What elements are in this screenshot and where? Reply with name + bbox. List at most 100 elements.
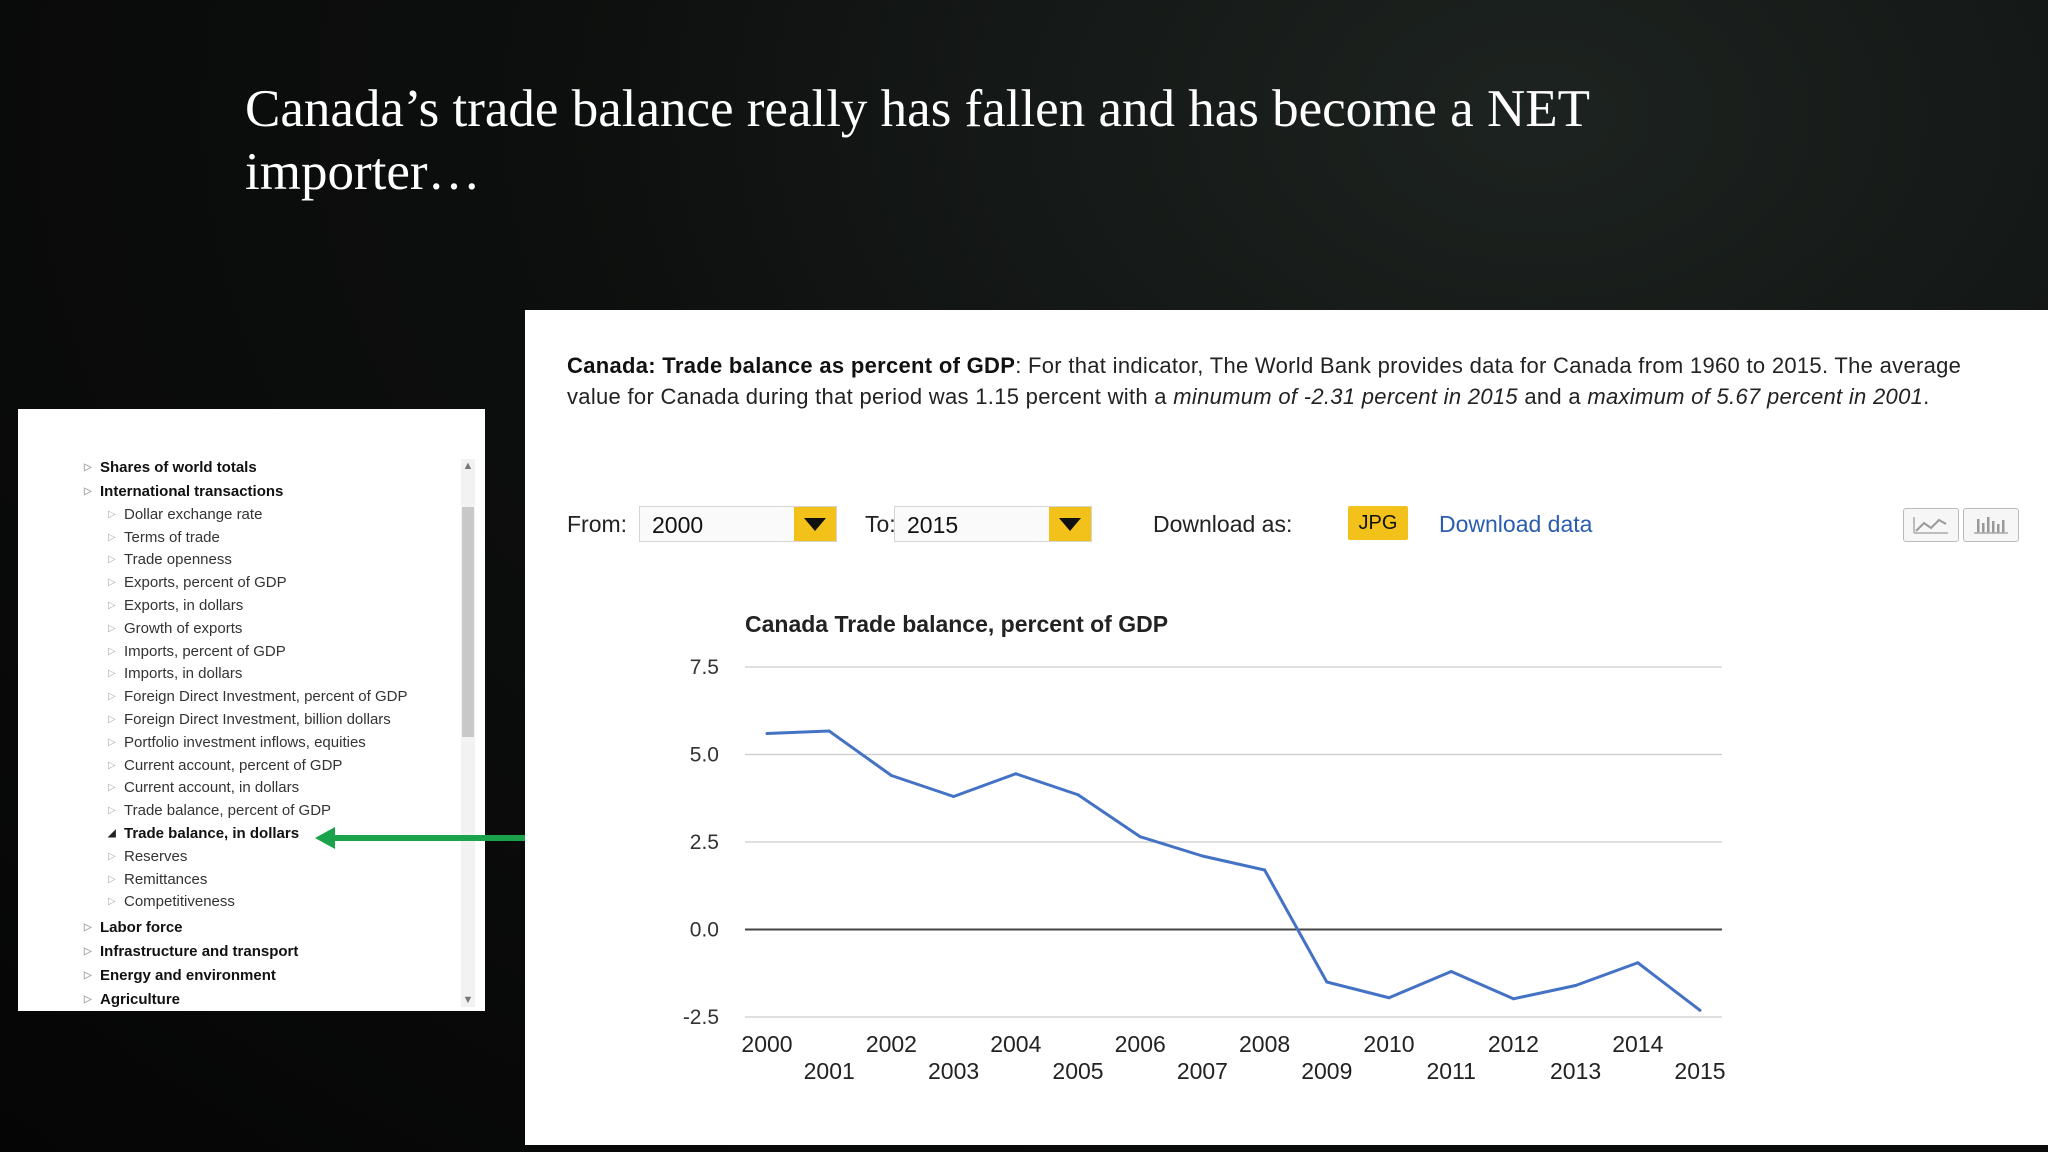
to-year-select[interactable]: 2015 (894, 506, 1092, 542)
collapsed-triangle-icon[interactable]: ▷ (108, 896, 116, 908)
tree-item-label: Growth of exports (124, 619, 243, 637)
tree-item-label: Portfolio investment inflows, equities (124, 733, 366, 751)
data-point (827, 729, 831, 733)
tree-group-item[interactable]: ▷ International transactions (84, 483, 283, 500)
tree-leaf-item[interactable]: ▷ Exports, percent of GDP (108, 574, 287, 591)
tree-item-label: Agriculture (100, 991, 181, 1009)
chevron-down-icon[interactable] (1049, 507, 1091, 541)
tree-leaf-item[interactable]: ▷ Portfolio investment inflows, equities (108, 734, 366, 751)
data-point (1574, 984, 1578, 987)
tree-leaf-item[interactable]: ▷ Terms of trade (108, 529, 220, 546)
collapsed-triangle-icon[interactable]: ▷ (84, 462, 92, 473)
y-tick-label: -2.5 (683, 1006, 719, 1029)
data-point (1325, 980, 1329, 984)
data-point (889, 774, 893, 777)
collapsed-triangle-icon[interactable]: ▷ (84, 946, 92, 958)
tree-item-label: Exports, in dollars (124, 597, 244, 614)
description-text-1: : For that indicator, The World Bank pro… (567, 353, 1962, 409)
tree-leaf-item[interactable]: ▷ Dollar exchange rate (108, 506, 262, 523)
tree-leaf-item[interactable]: ▷ Competitiveness (108, 893, 235, 910)
scroll-down-icon[interactable]: ▼ (462, 994, 474, 1006)
indicator-description: Canada: Trade balance as percent of GDP:… (567, 350, 2007, 412)
x-tick-label: 2013 (1550, 1058, 1601, 1084)
collapsed-triangle-icon[interactable]: ▷ (108, 554, 116, 566)
expanded-triangle-icon[interactable]: ◢ (108, 828, 116, 839)
collapsed-triangle-icon[interactable]: ▷ (108, 600, 116, 611)
bar-chart-icon (1974, 517, 2008, 534)
tree-leaf-item[interactable]: ◢ Trade balance, in dollars (108, 825, 299, 842)
tree-group-item[interactable]: ▷ Shares of world totals (84, 459, 257, 476)
tree-item-label: Labor force (100, 919, 183, 937)
tree-leaf-item[interactable]: ▷ Trade openness (108, 551, 232, 568)
collapsed-triangle-icon[interactable]: ▷ (108, 531, 116, 543)
collapsed-triangle-icon[interactable]: ▷ (84, 970, 92, 982)
collapsed-triangle-icon[interactable]: ▷ (84, 994, 92, 1006)
x-tick-label: 2010 (1363, 1031, 1414, 1057)
tree-leaf-item[interactable]: ▷ Foreign Direct Investment, percent of G… (108, 688, 407, 705)
collapsed-triangle-icon[interactable]: ▷ (108, 782, 116, 794)
tree-scrollbar[interactable]: ▲ ▼ (461, 459, 475, 1007)
bar-chart-button[interactable] (1963, 508, 2019, 542)
y-tick-label: 5.0 (690, 744, 719, 767)
from-year-select[interactable]: 2000 (639, 506, 837, 542)
collapsed-triangle-icon[interactable]: ▷ (108, 691, 116, 703)
collapsed-triangle-icon[interactable]: ▷ (108, 508, 116, 520)
scroll-up-icon[interactable]: ▲ (462, 460, 474, 472)
x-tick-label: 2014 (1612, 1031, 1663, 1057)
tree-group-item[interactable]: ▷ Energy and environment (84, 967, 276, 984)
tree-leaf-item[interactable]: ▷ Foreign Direct Investment, billion doll… (108, 711, 391, 728)
data-point (1200, 854, 1204, 858)
collapsed-triangle-icon[interactable]: ▷ (108, 714, 116, 725)
scroll-thumb[interactable] (462, 507, 474, 737)
collapsed-triangle-icon[interactable]: ▷ (108, 850, 116, 862)
tree-leaf-item[interactable]: ▷ Exports, in dollars (108, 597, 243, 614)
description-text-3: . (1923, 384, 1930, 409)
series-line (766, 729, 1701, 1012)
download-data-link[interactable]: Download data (1439, 511, 1593, 537)
tree-item-label: International transactions (100, 483, 284, 500)
tree-group-item[interactable]: ▷ Infrastructure and transport (84, 943, 298, 960)
collapsed-triangle-icon[interactable]: ▷ (84, 922, 92, 934)
tree-leaf-item[interactable]: ▷ Imports, in dollars (108, 665, 242, 682)
x-tick-label: 2007 (1177, 1058, 1228, 1084)
collapsed-triangle-icon[interactable]: ▷ (108, 622, 116, 634)
collapsed-triangle-icon[interactable]: ▷ (108, 668, 116, 680)
tree-leaf-item[interactable]: ▷ Current account, in dollars (108, 779, 299, 796)
collapsed-triangle-icon[interactable]: ▷ (84, 486, 92, 497)
collapsed-triangle-icon[interactable]: ▷ (108, 873, 116, 885)
tree-leaf-item[interactable]: ▷ Current account, percent of GDP (108, 757, 342, 774)
collapsed-triangle-icon[interactable]: ▷ (108, 736, 116, 748)
description-title: Canada: Trade balance as percent of GDP (567, 353, 1016, 378)
collapsed-triangle-icon[interactable]: ▷ (108, 645, 116, 657)
description-text-2: and a (1517, 384, 1588, 409)
x-tick-label: 2011 (1426, 1058, 1475, 1084)
data-point (1387, 996, 1391, 1000)
jpg-download-button[interactable]: JPG (1348, 506, 1408, 540)
tree-item-label: Competitiveness (124, 893, 235, 911)
trade-balance-chart: Canada Trade balance, percent of GDP 7.5… (683, 611, 1726, 1084)
download-as-label: Download as: (1153, 511, 1293, 537)
data-point (1449, 970, 1453, 973)
line-chart-button[interactable] (1903, 508, 1959, 542)
tree-group-item[interactable]: ▷ Labor force (84, 919, 183, 936)
collapsed-triangle-icon[interactable]: ▷ (108, 805, 116, 817)
tree-item-label: Terms of trade (124, 528, 220, 546)
data-point (1263, 868, 1267, 872)
tree-leaf-item[interactable]: ▷ Remittances (108, 871, 207, 888)
tree-leaf-item[interactable]: ▷ Imports, percent of GDP (108, 643, 286, 660)
collapsed-triangle-icon[interactable]: ▷ (108, 759, 116, 771)
data-point (1511, 997, 1515, 1001)
from-year-value: 2000 (652, 512, 704, 538)
tree-item-label: Foreign Direct Investment, billion dolla… (124, 711, 391, 728)
tree-leaf-item[interactable]: ▷ Trade balance, percent of GDP (108, 802, 331, 819)
tree-leaf-item[interactable]: ▷ Growth of exports (108, 620, 242, 637)
tree-group-item[interactable]: ▷ Agriculture (84, 991, 180, 1008)
collapsed-triangle-icon[interactable]: ▷ (108, 577, 116, 589)
tree-item-label: Imports, percent of GDP (124, 642, 286, 660)
chevron-down-icon[interactable] (794, 507, 836, 541)
data-point (1014, 772, 1018, 776)
from-label: From: (567, 511, 628, 537)
x-tick-label: 2008 (1239, 1031, 1290, 1057)
tree-leaf-item[interactable]: ▷ Reserves (108, 848, 187, 865)
tree-item-label: Current account, in dollars (124, 779, 300, 797)
